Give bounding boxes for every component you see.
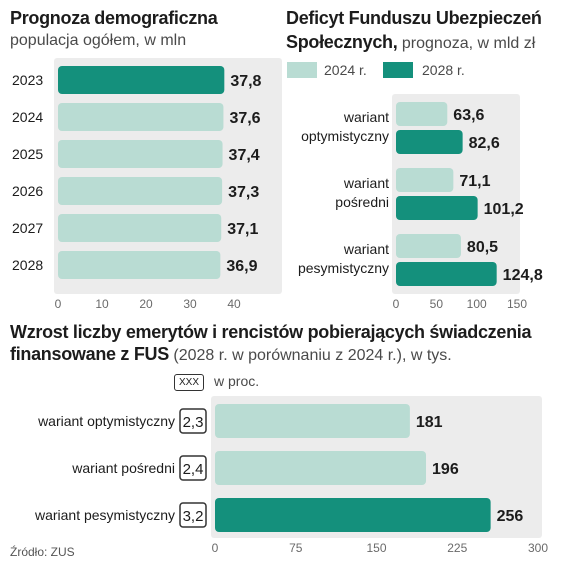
chart1-tick-label: 20 xyxy=(139,297,153,311)
chart2-value-label: 80,5 xyxy=(467,239,498,256)
chart1-value-label: 37,6 xyxy=(229,110,260,127)
chart2-tick-label: 50 xyxy=(430,297,444,311)
chart1-value-label: 37,8 xyxy=(230,73,261,90)
chart2-category-label: wariant xyxy=(343,175,389,191)
chart1-value-label: 37,3 xyxy=(228,184,259,201)
percent-legend-label: w proc. xyxy=(214,373,260,389)
percent-legend-box: XXX xyxy=(174,374,204,391)
chart3-percent-label: 3,2 xyxy=(183,508,204,525)
chart1-bar xyxy=(58,251,221,279)
chart3-tick-label: 0 xyxy=(212,541,219,555)
legend-swatch-2024 xyxy=(287,62,317,78)
chart1-bar xyxy=(58,140,223,168)
chart1-tick-label: 0 xyxy=(55,297,62,311)
chart2-category-label: wariant xyxy=(343,241,389,257)
chart2-value-label: 82,6 xyxy=(469,135,500,152)
chart3-category-label: wariant optymistyczny xyxy=(37,413,175,429)
legend-swatch-2028 xyxy=(383,62,413,78)
chart1-value-label: 36,9 xyxy=(226,258,257,275)
chart1-category-label: 2023 xyxy=(12,72,43,88)
chart2-bar-2028 xyxy=(396,196,478,220)
chart3-category-label: wariant pesymistyczny xyxy=(34,507,175,523)
chart1-value-label: 37,4 xyxy=(229,147,260,164)
chart2-subtitle: prognoza, w mld zł xyxy=(401,35,536,52)
chart3-title-line2: finansowane z FUS xyxy=(10,344,169,364)
chart1-bar xyxy=(58,177,223,205)
chart3-percent-label: 2,3 xyxy=(183,414,204,431)
chart1-category-label: 2025 xyxy=(12,146,43,162)
chart2-bar-2028 xyxy=(396,130,463,154)
chart3-tick-label: 300 xyxy=(528,541,548,555)
chart2-title: Deficyt Funduszu Ubezpieczeń xyxy=(286,8,542,29)
chart2-tick-label: 150 xyxy=(507,297,527,311)
chart3-value-label: 181 xyxy=(416,414,443,431)
chart3-title-row2: finansowane z FUS (2028 r. w porównaniu … xyxy=(10,344,531,365)
chart1-bar xyxy=(58,103,224,131)
chart2-bar-2024 xyxy=(396,234,461,258)
chart1-tick-label: 10 xyxy=(95,297,109,311)
chart1-tick-label: 40 xyxy=(227,297,241,311)
chart2-category-label: wariant xyxy=(343,109,389,125)
chart2-category-label: pesymistyczny xyxy=(298,260,389,276)
chart3-bar xyxy=(215,404,410,438)
chart3-subtitle: (2028 r. w porównaniu z 2024 r.), w tys. xyxy=(173,347,452,364)
chart3-percent-box xyxy=(179,502,207,528)
chart2-bar-2024 xyxy=(396,168,454,192)
chart2-title-line2: Społecznych, xyxy=(286,32,398,52)
chart3-percent-box xyxy=(179,408,207,434)
chart3-value-label: 256 xyxy=(497,508,524,525)
chart2-value-label: 101,2 xyxy=(484,201,524,218)
chart2-value-label: 71,1 xyxy=(459,173,490,190)
chart3-percent-label: 2,4 xyxy=(183,461,204,478)
chart1-value-label: 37,1 xyxy=(227,221,258,238)
chart3-value-label: 196 xyxy=(432,461,459,478)
chart2-tick-label: 0 xyxy=(393,297,400,311)
chart3-category-label: wariant pośredni xyxy=(71,460,175,476)
chart1-category-label: 2028 xyxy=(12,257,43,273)
chart2-category-label: optymistyczny xyxy=(301,128,389,144)
chart2-title-line1: Deficyt Funduszu Ubezpieczeń xyxy=(286,8,542,28)
chart2-bar-2024 xyxy=(396,102,448,126)
legend-label-2028: 2028 r. xyxy=(422,62,465,78)
chart3-tick-label: 225 xyxy=(447,541,467,555)
chart3-percent-box xyxy=(179,455,207,481)
chart1-title: Prognoza demograficzna xyxy=(10,8,218,28)
chart3-bar xyxy=(215,451,427,485)
chart1-category-label: 2024 xyxy=(12,109,43,125)
chart3-tick-label: 150 xyxy=(366,541,386,555)
chart2-title-line2-row: Społecznych, prognoza, w mld zł xyxy=(286,32,535,53)
chart3-title: Wzrost liczby emerytów i rencistów pobie… xyxy=(10,322,532,342)
source-note: Źródło: ZUS xyxy=(10,545,75,559)
chart3-tick-label: 75 xyxy=(289,541,303,555)
chart2-category-label: pośredni xyxy=(335,194,389,210)
chart1-category-label: 2027 xyxy=(12,220,43,236)
chart2-value-label: 124,8 xyxy=(503,267,543,284)
chart2-bar-2028 xyxy=(396,262,497,286)
chart2-tick-label: 100 xyxy=(467,297,487,311)
chart1-category-label: 2026 xyxy=(12,183,43,199)
chart1-subtitle: populacja ogółem, w mln xyxy=(10,32,187,49)
chart2-value-label: 63,6 xyxy=(453,107,484,124)
chart1-tick-label: 30 xyxy=(183,297,197,311)
chart1-bar xyxy=(58,66,225,94)
chart3-title-block: Wzrost liczby emerytów i rencistów pobie… xyxy=(10,322,531,365)
chart3-bar xyxy=(215,498,491,532)
chart1-bar xyxy=(58,214,222,242)
legend-label-2024: 2024 r. xyxy=(324,62,367,78)
